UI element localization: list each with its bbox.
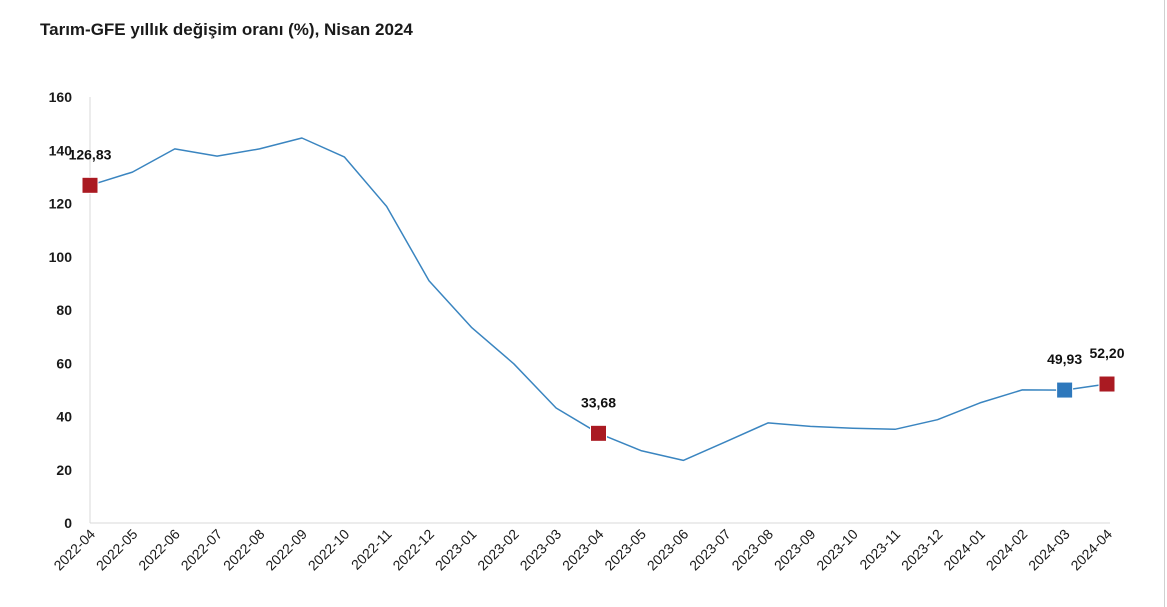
- x-tick-label: 2022-08: [220, 526, 268, 574]
- x-tick-label: 2022-12: [389, 526, 437, 574]
- x-tick-label: 2024-03: [1025, 526, 1073, 574]
- chart-title: Tarım-GFE yıllık değişim oranı (%), Nisa…: [40, 20, 413, 39]
- data-point-marker: [590, 424, 607, 442]
- data-labels: 126,83 33,68 49,93 52,20: [69, 146, 1125, 410]
- series-line: [89, 137, 1108, 462]
- y-tick-label: 100: [49, 249, 73, 265]
- y-tick-label: 60: [56, 355, 72, 371]
- y-tick-label: 20: [56, 462, 72, 478]
- highlight-markers: [81, 176, 1116, 442]
- y-tick-label: 80: [56, 302, 72, 318]
- x-tick-label: 2024-04: [1067, 526, 1115, 574]
- y-tick-label: 140: [49, 142, 73, 158]
- data-label: 126,83: [69, 146, 112, 162]
- x-tick-label: 2023-05: [601, 526, 649, 574]
- x-tick-label: 2022-04: [50, 526, 98, 574]
- data-label: 49,93: [1047, 351, 1082, 367]
- data-point-marker: [1098, 375, 1116, 393]
- x-tick-label: 2022-10: [305, 526, 353, 574]
- x-tick-label: 2024-02: [983, 526, 1031, 574]
- data-point-marker: [1056, 381, 1074, 399]
- x-tick-label: 2022-09: [262, 526, 310, 574]
- x-tick-label: 2023-12: [898, 526, 946, 574]
- x-tick-label: 2023-02: [474, 526, 522, 574]
- x-tick-label: 2022-11: [348, 526, 395, 573]
- y-tick-label: 160: [49, 89, 73, 105]
- x-tick-label: 2023-03: [517, 526, 565, 574]
- x-tick-label: 2023-10: [813, 526, 861, 574]
- x-tick-label: 2024-01: [940, 526, 988, 574]
- y-tick-label: 0: [64, 515, 72, 531]
- y-tick-label: 120: [49, 196, 73, 212]
- series-layer: [89, 137, 1108, 462]
- x-tick-label: 2023-01: [432, 526, 480, 574]
- y-axis: 0 20 40 60 80 100 120 140 160: [49, 89, 91, 531]
- data-label: 52,20: [1089, 345, 1124, 361]
- x-tick-label: 2022-06: [135, 526, 183, 574]
- x-tick-label: 2023-07: [686, 526, 734, 574]
- data-label: 33,68: [581, 394, 616, 410]
- x-tick-label: 2023-06: [644, 526, 692, 574]
- frame-edge: [1164, 0, 1165, 607]
- data-point-marker: [81, 176, 99, 194]
- x-tick-label: 2023-11: [856, 526, 903, 573]
- x-axis: 2022-042022-052022-062022-072022-082022-…: [50, 522, 1115, 574]
- x-tick-label: 2022-07: [178, 526, 226, 574]
- x-tick-label: 2023-04: [559, 526, 607, 574]
- x-tick-label: 2023-08: [728, 526, 776, 574]
- y-tick-label: 40: [56, 409, 72, 425]
- x-tick-label: 2023-09: [771, 526, 819, 574]
- x-tick-label: 2022-05: [93, 526, 141, 574]
